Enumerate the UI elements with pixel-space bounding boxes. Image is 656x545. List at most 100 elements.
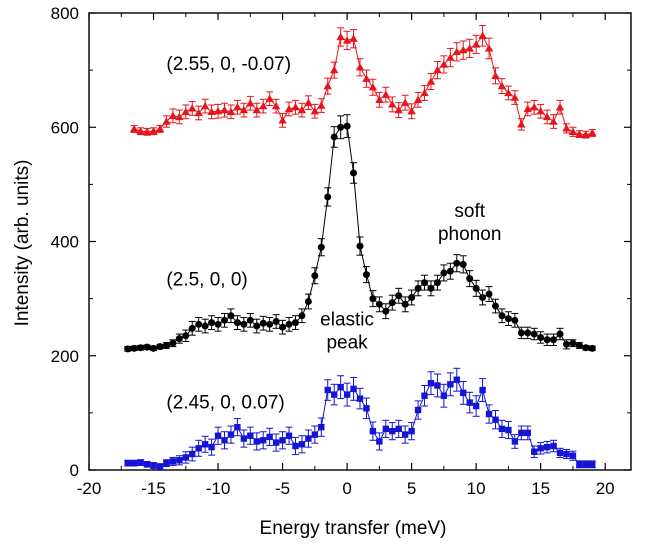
data-point <box>414 284 422 292</box>
data-point <box>253 322 261 330</box>
data-point <box>356 395 364 402</box>
x-tick-label: 15 <box>531 479 550 498</box>
data-point <box>162 341 170 349</box>
data-point <box>382 307 390 315</box>
data-point <box>581 130 591 138</box>
data-point <box>453 376 460 383</box>
data-point <box>433 65 442 74</box>
data-point <box>337 383 344 391</box>
x-tick-label: 0 <box>342 479 351 498</box>
data-point <box>247 432 254 439</box>
series-triangle <box>129 25 597 139</box>
data-point <box>569 452 577 459</box>
data-point <box>517 329 525 337</box>
y-tick-label: 800 <box>51 4 79 23</box>
data-point <box>200 101 210 110</box>
data-point <box>168 111 178 119</box>
data-point <box>408 427 415 435</box>
data-point <box>272 439 280 446</box>
data-point <box>479 293 487 301</box>
data-point <box>369 427 377 435</box>
data-point <box>150 344 158 352</box>
data-point <box>266 433 273 441</box>
data-point <box>188 324 196 332</box>
data-point <box>311 431 319 438</box>
data-point <box>156 463 164 470</box>
data-point <box>408 293 416 301</box>
data-point <box>588 344 596 352</box>
data-point <box>555 103 565 111</box>
data-point <box>279 323 287 331</box>
annotation-label: phonon <box>438 224 501 245</box>
data-point <box>446 267 454 275</box>
data-point <box>253 438 260 445</box>
data-point <box>292 442 299 450</box>
data-point <box>259 101 268 110</box>
data-point <box>214 320 222 328</box>
data-point <box>298 312 306 320</box>
data-point <box>531 448 538 455</box>
data-point <box>201 322 209 330</box>
data-point <box>163 459 170 467</box>
data-point <box>497 81 507 90</box>
data-point <box>350 385 357 393</box>
data-point <box>143 461 151 468</box>
data-point <box>413 95 423 103</box>
data-point <box>208 319 216 327</box>
annotation-label: soft <box>454 201 485 222</box>
data-series <box>124 25 597 470</box>
data-point <box>259 319 267 327</box>
data-point <box>188 104 197 112</box>
data-point <box>246 316 254 324</box>
data-point <box>368 83 378 91</box>
data-point <box>376 438 383 445</box>
data-point <box>563 450 570 458</box>
data-point <box>589 461 596 468</box>
data-point <box>318 423 325 431</box>
data-point <box>568 127 578 135</box>
data-point <box>524 429 531 437</box>
data-point <box>575 341 583 349</box>
data-point <box>446 53 455 61</box>
annotation-label: (2.55, 0, -0.07) <box>166 54 291 75</box>
data-point <box>175 112 184 121</box>
data-point <box>285 320 293 328</box>
data-point <box>569 339 577 347</box>
data-point <box>323 81 332 90</box>
x-tick-label: -5 <box>275 479 290 498</box>
data-point <box>221 316 228 324</box>
data-point <box>176 457 183 464</box>
data-point <box>381 90 391 98</box>
data-point <box>336 32 345 41</box>
data-point <box>291 319 299 327</box>
data-point <box>297 105 307 114</box>
annotation-label: elastic <box>320 309 374 330</box>
data-point <box>453 259 461 267</box>
data-point <box>227 312 235 320</box>
data-point <box>350 169 358 177</box>
data-point <box>137 344 145 352</box>
data-point <box>427 284 435 292</box>
data-point <box>452 47 461 55</box>
data-point <box>421 279 429 287</box>
data-point <box>265 94 274 102</box>
data-point <box>556 449 564 457</box>
data-point <box>427 379 435 387</box>
data-point <box>136 127 145 135</box>
data-point <box>260 437 267 444</box>
data-point <box>169 339 177 347</box>
data-point <box>536 107 545 115</box>
x-tick-label: -20 <box>77 479 102 498</box>
data-point <box>252 105 261 114</box>
data-point <box>459 45 468 54</box>
data-point <box>208 443 215 451</box>
data-point <box>447 381 454 388</box>
data-point <box>240 320 248 328</box>
data-point <box>518 429 525 437</box>
data-point <box>433 279 441 287</box>
data-point <box>129 124 139 133</box>
data-point <box>382 425 390 433</box>
data-point <box>421 392 428 399</box>
data-point <box>523 104 532 113</box>
